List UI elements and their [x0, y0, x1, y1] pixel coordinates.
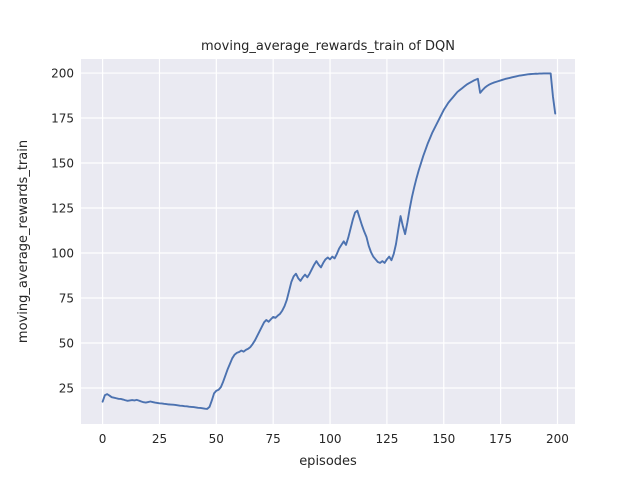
- y-tick-label: 200: [51, 67, 74, 81]
- x-tick-label: 25: [152, 432, 167, 446]
- y-tick-label: 75: [59, 292, 74, 306]
- y-axis-label: moving_average_rewards_train: [16, 140, 31, 343]
- grid-lines: [81, 59, 575, 424]
- x-tick-label: 75: [266, 432, 281, 446]
- x-tick-label: 150: [432, 432, 455, 446]
- y-tick-label: 125: [51, 202, 74, 216]
- x-tick-label: 50: [209, 432, 224, 446]
- y-tick-label: 25: [59, 382, 74, 396]
- plot-area: [81, 59, 575, 424]
- dqn-series-line: [101, 72, 557, 410]
- y-tick-label: 150: [51, 157, 74, 171]
- x-tick-label: 100: [319, 432, 342, 446]
- y-tick-label: 175: [51, 112, 74, 126]
- x-tick-label: 125: [375, 432, 398, 446]
- x-tick-label: 175: [489, 432, 512, 446]
- chart-title: moving_average_rewards_train of DQN: [201, 39, 455, 54]
- y-tick-label: 50: [59, 337, 74, 351]
- y-tick-labels: 25 50 75 100 125 150 175 200: [51, 67, 74, 396]
- x-axis-label: episodes: [299, 454, 357, 469]
- y-tick-label: 100: [51, 247, 74, 261]
- x-tick-label: 200: [546, 432, 569, 446]
- x-tick-labels: 0 25 50 75 100 125 150 175 200: [99, 432, 569, 446]
- x-tick-label: 0: [99, 432, 107, 446]
